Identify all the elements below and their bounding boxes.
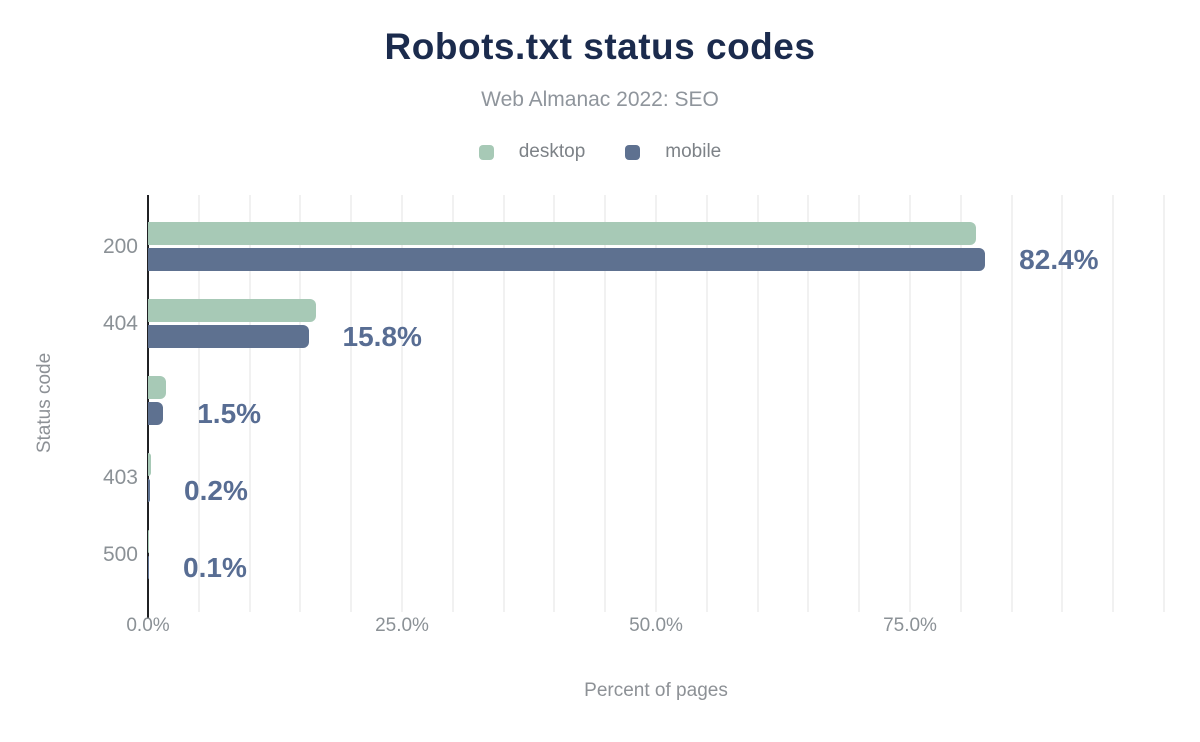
data-label-403: 0.2% [184,474,248,506]
minor-gridline [502,195,505,612]
minor-gridline [197,195,200,612]
legend-label: desktop [518,141,586,162]
legend-swatch-desktop [478,144,494,160]
minor-gridline [553,195,556,612]
bar-mobile-404[interactable] [148,325,309,348]
minor-gridline [655,195,657,612]
minor-gridline [909,195,911,612]
x-tick-label-0: 0.0% [126,615,170,636]
bar-mobile-blank[interactable] [148,402,164,425]
y-tick-label-403: 403 [102,465,138,489]
minor-gridline [1112,195,1115,612]
minor-gridline [756,195,759,612]
minor-gridline [299,195,302,612]
minor-gridline [1061,195,1064,612]
y-axis-title: Status code [34,352,55,454]
legend-label: mobile [665,141,722,162]
chart-title: Robots.txt status codes [384,26,816,67]
y-tick-label-500: 500 [102,542,138,566]
x-axis-tick-zero [147,612,149,619]
bar-desktop-500[interactable] [148,530,150,553]
data-label-200: 82.4% [1019,243,1099,275]
minor-gridline [705,195,708,612]
legend-swatch-mobile [625,144,641,160]
bar-desktop-200[interactable] [148,222,977,245]
minor-gridline [1010,195,1013,612]
minor-gridline [858,195,861,612]
bar-mobile-200[interactable] [148,248,986,271]
x-axis-title: Percent of pages [584,680,728,701]
bar-desktop-404[interactable] [148,299,316,322]
minor-gridline [959,195,962,612]
legend: desktop mobile [0,141,1200,163]
minor-gridline [1163,195,1165,612]
bar-mobile-500[interactable] [148,556,150,579]
data-label-blank: 1.5% [197,397,262,429]
y-tick-label-200: 200 [102,234,138,258]
y-tick-label-404: 404 [102,311,138,335]
data-label-404: 15.8% [342,320,422,352]
bar-desktop-blank[interactable] [148,376,167,399]
minor-gridline [451,195,454,612]
chart-subtitle: Web Almanac 2022: SEO [481,88,719,111]
bar-desktop-403[interactable] [148,453,152,476]
x-tick-label-50: 50.0% [629,615,683,636]
minor-gridline [248,195,251,612]
minor-gridline [807,195,810,612]
legend-item-mobile[interactable]: mobile [625,141,721,163]
minor-gridline [401,195,403,612]
x-tick-label-25: 25.0% [375,615,429,636]
minor-gridline [350,195,353,612]
x-tick-label-75: 75.0% [883,615,937,636]
data-label-500: 0.1% [183,551,247,583]
legend-item-desktop[interactable]: desktop [478,141,586,163]
bar-mobile-403[interactable] [148,479,151,502]
minor-gridline [604,195,607,612]
